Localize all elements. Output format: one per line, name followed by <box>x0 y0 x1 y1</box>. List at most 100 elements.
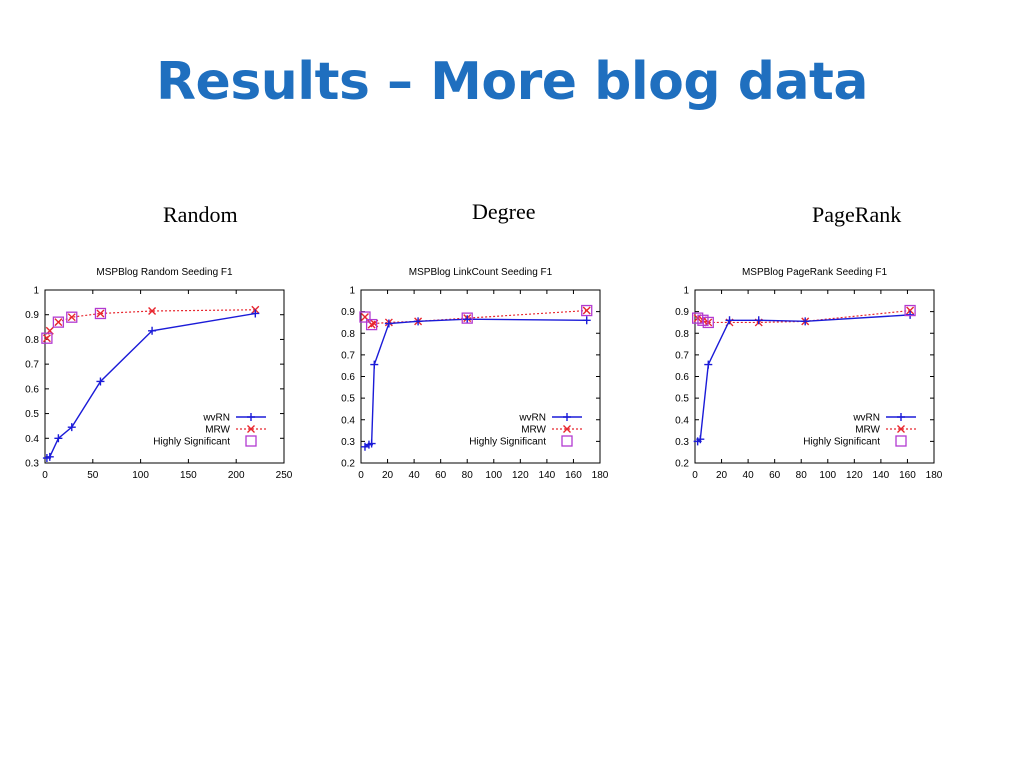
y-tick-label: 0.6 <box>341 372 355 383</box>
y-tick-label: 1 <box>33 286 39 297</box>
chart-linkcount-seeding: MSPBlog LinkCount Seeding F1 0.2 0.3 0.4 0.5… <box>341 267 609 481</box>
wvrn-point <box>370 360 379 369</box>
legend-label: wvRN <box>852 413 880 424</box>
mrw-point <box>148 307 157 316</box>
x-tick-label: 40 <box>409 470 421 481</box>
x-tick-label: 0 <box>692 470 698 481</box>
y-tick-label: 0.5 <box>675 394 689 405</box>
wvrn-point <box>67 423 76 432</box>
y-tick-label: 0.6 <box>25 384 39 395</box>
caption-random: Random <box>163 202 238 227</box>
significant-point <box>66 311 78 323</box>
x-tick-label: 40 <box>743 470 755 481</box>
y-tick-label: 0.9 <box>25 310 39 321</box>
y-tick-label: 0.2 <box>341 459 355 470</box>
legend-marker-significant <box>245 435 257 447</box>
legend-marker-mrw <box>247 425 255 433</box>
caption-degree: Degree <box>472 199 536 224</box>
mrw-point <box>906 306 915 315</box>
x-tick-label: 200 <box>228 470 245 481</box>
chart-title: MSPBlog Random Seeding F1 <box>96 267 233 278</box>
x-tick-label: 160 <box>565 470 582 481</box>
wvrn-point <box>384 319 393 328</box>
significant-point <box>904 304 916 317</box>
legend-label: wvRN <box>518 413 546 424</box>
x-tick-label: 180 <box>926 470 943 481</box>
x-tick-label: 100 <box>132 470 149 481</box>
y-tick-label: 0.4 <box>25 434 39 445</box>
x-tick-label: 100 <box>819 470 836 481</box>
mrw-point <box>42 334 51 343</box>
y-tick-label: 1 <box>349 286 355 297</box>
mrw-point <box>582 306 591 315</box>
x-tick-label: 140 <box>873 470 890 481</box>
wvrn-point <box>414 317 423 326</box>
x-tick-label: 250 <box>276 470 293 481</box>
x-tick-label: 60 <box>769 470 781 481</box>
legend-label: MRW <box>855 425 880 436</box>
x-tick-label: 160 <box>899 470 916 481</box>
significant-point <box>41 332 53 344</box>
x-tick-label: 120 <box>512 470 529 481</box>
chart-title: MSPBlog LinkCount Seeding F1 <box>409 267 553 278</box>
legend-label: MRW <box>521 425 546 436</box>
x-tick-label: 100 <box>485 470 502 481</box>
legend-label: MRW <box>205 425 230 436</box>
x-tick-label: 0 <box>42 470 48 481</box>
legend-label: Highly Significant <box>803 437 880 448</box>
y-tick-label: 0.7 <box>25 360 39 371</box>
wvrn-point <box>801 317 810 326</box>
wvrn-point <box>463 315 472 324</box>
wvrn-point <box>45 452 54 461</box>
slide-title: Results – More blog data <box>156 52 868 112</box>
wvrn-point <box>906 310 915 319</box>
x-tick-label: 20 <box>716 470 728 481</box>
legend-label: wvRN <box>202 413 230 424</box>
x-tick-label: 140 <box>539 470 556 481</box>
y-tick-label: 0.5 <box>341 394 355 405</box>
x-tick-label: 80 <box>796 470 808 481</box>
legend-marker-wvrn <box>247 413 255 421</box>
legend-marker-mrw <box>563 425 571 433</box>
y-tick-label: 0.9 <box>341 307 355 318</box>
x-tick-label: 150 <box>180 470 197 481</box>
significant-point <box>365 318 378 331</box>
wvrn-point <box>54 434 63 443</box>
wvrn-point <box>96 377 105 386</box>
significant-point <box>52 316 65 328</box>
legend-marker-wvrn <box>563 413 571 421</box>
x-tick-label: 20 <box>382 470 394 481</box>
y-tick-label: 0.8 <box>675 329 689 340</box>
y-tick-label: 0.4 <box>341 415 355 426</box>
legend-marker-wvrn <box>897 413 905 421</box>
x-tick-label: 0 <box>358 470 364 481</box>
y-tick-label: 0.4 <box>675 415 689 426</box>
wvrn-point <box>367 439 376 448</box>
wvrn-point <box>148 326 157 335</box>
y-tick-label: 0.3 <box>341 437 355 448</box>
significant-point <box>359 311 371 323</box>
legend-label: Highly Significant <box>469 437 546 448</box>
y-tick-label: 0.9 <box>675 307 689 318</box>
wvrn-point <box>754 316 763 325</box>
x-tick-label: 180 <box>592 470 609 481</box>
series-line-wvrn <box>364 318 587 448</box>
mrw-point <box>54 318 63 327</box>
wvrn-point <box>725 316 734 325</box>
y-tick-label: 0.3 <box>675 437 689 448</box>
y-tick-label: 1 <box>683 286 689 297</box>
wvrn-point <box>696 435 705 444</box>
legend-marker-significant <box>561 435 573 447</box>
plot-frame <box>44 289 285 464</box>
wvrn-point <box>582 316 591 325</box>
legend-marker-significant <box>895 435 907 447</box>
x-tick-label: 50 <box>87 470 99 481</box>
y-tick-label: 0.8 <box>341 329 355 340</box>
significant-point <box>94 307 107 320</box>
y-tick-label: 0.3 <box>25 459 39 470</box>
legend-marker-mrw <box>897 425 905 433</box>
chart-random-seeding: MSPBlog Random Seeding F1 0.3 0.4 0.5 0.6 0.7… <box>25 267 293 481</box>
series-line-mrw <box>46 309 256 339</box>
legend-label: Highly Significant <box>153 437 230 448</box>
y-tick-label: 0.6 <box>675 372 689 383</box>
